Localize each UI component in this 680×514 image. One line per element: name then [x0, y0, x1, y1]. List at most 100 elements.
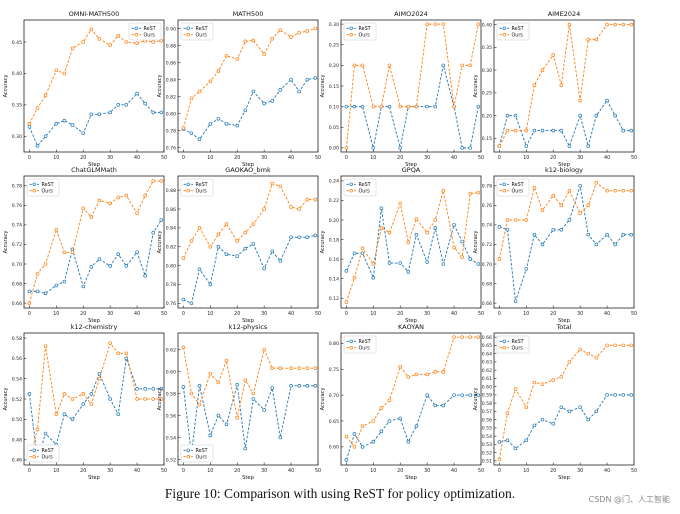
- data-point-rest: [43, 431, 48, 436]
- x-tick-label: 30: [261, 468, 267, 474]
- data-point-rest: [97, 257, 102, 261]
- axes-frame: [23, 19, 165, 153]
- data-point-ours: [567, 188, 572, 193]
- y-tick-label: 0.56: [12, 356, 22, 362]
- data-point-ours: [235, 57, 240, 61]
- series-line-rest: [345, 208, 479, 280]
- data-point-rest: [406, 270, 411, 274]
- y-tick-label: 0.78: [12, 184, 22, 190]
- x-tick-label: 0: [28, 155, 31, 161]
- x-tick-label: 30: [107, 468, 113, 474]
- y-tick-label: 0.54: [166, 435, 176, 441]
- data-point-ours: [251, 38, 256, 43]
- x-tick-label: 40: [451, 155, 457, 161]
- data-point-ours: [189, 239, 194, 243]
- x-axis-label: Step: [88, 475, 101, 481]
- data-point-ours: [497, 457, 502, 462]
- y-tick-label: 0.00: [329, 146, 339, 152]
- data-point-ours: [352, 275, 357, 280]
- legend-label-ours: Ours: [359, 345, 371, 351]
- x-tick-label: 50: [631, 311, 637, 317]
- data-point-rest: [476, 262, 481, 266]
- subplot-title: MATH500: [233, 10, 264, 18]
- data-point-ours: [197, 226, 202, 230]
- y-tick-label: 0.58: [12, 336, 22, 342]
- data-point-ours: [35, 271, 40, 276]
- legend-marker-ours: [502, 188, 506, 193]
- data-point-ours: [81, 40, 86, 44]
- y-tick-label: 0.48: [12, 437, 22, 443]
- data-point-ours: [629, 188, 634, 193]
- legend-label-ours: Ours: [196, 32, 208, 38]
- data-point-rest: [224, 122, 229, 126]
- legend-marker-ours: [134, 33, 138, 37]
- data-point-rest: [360, 445, 365, 449]
- data-point-rest: [398, 416, 403, 421]
- x-tick-label: 20: [80, 311, 86, 317]
- data-point-ours: [81, 206, 86, 211]
- x-tick-label: 20: [80, 468, 86, 474]
- data-point-rest: [578, 405, 582, 410]
- data-point-rest: [613, 242, 617, 247]
- data-point-rest: [532, 423, 537, 428]
- data-point-rest: [425, 260, 429, 264]
- data-point-rest: [586, 232, 591, 237]
- y-tick-label: 0.46: [12, 458, 22, 464]
- y-tick-label: 0.52: [482, 450, 492, 456]
- series-line-ours: [346, 336, 479, 448]
- data-point-ours: [124, 351, 129, 356]
- y-tick-label: 0.25: [482, 91, 492, 97]
- data-point-rest: [559, 405, 564, 410]
- data-point-ours: [224, 222, 229, 226]
- data-point-ours: [297, 207, 301, 211]
- data-point-ours: [89, 27, 94, 32]
- y-tick-label: 0.74: [482, 223, 492, 229]
- data-point-ours: [559, 203, 564, 208]
- y-tick-label: 0.72: [12, 242, 22, 248]
- data-point-ours: [433, 22, 438, 26]
- x-tick-label: 20: [234, 311, 240, 317]
- x-tick-label: 50: [315, 155, 321, 161]
- data-point-ours: [197, 402, 202, 407]
- legend-marker-ours: [32, 455, 36, 459]
- x-tick-label: 50: [631, 155, 637, 161]
- y-tick-label: 0.70: [329, 393, 339, 399]
- legend-marker-rest: [32, 182, 36, 186]
- data-point-rest: [344, 458, 349, 462]
- x-tick-label: 0: [182, 155, 185, 161]
- data-point-rest: [159, 387, 164, 391]
- data-point-ours: [360, 63, 365, 68]
- data-point-rest: [224, 422, 229, 427]
- subplot-title: AIMO2024: [394, 10, 428, 18]
- data-point-rest: [476, 104, 481, 109]
- data-point-ours: [468, 191, 473, 196]
- y-tick-label: 0.35: [12, 103, 22, 109]
- y-tick-label: 0.51: [482, 459, 492, 465]
- x-tick-label: 30: [107, 155, 113, 161]
- x-tick-label: 30: [424, 155, 430, 161]
- x-tick-label: 0: [498, 155, 501, 161]
- data-point-ours: [505, 411, 510, 415]
- data-point-ours: [43, 93, 48, 98]
- data-point-ours: [621, 22, 626, 27]
- legend-marker-rest: [502, 182, 506, 186]
- data-point-ours: [159, 397, 164, 401]
- data-point-ours: [476, 335, 481, 339]
- legend-marker-rest: [186, 182, 190, 186]
- data-point-ours: [208, 244, 213, 249]
- data-point-ours: [460, 63, 464, 68]
- series-line-rest: [29, 219, 162, 294]
- subplot-k12-chemistry: k12-chemistry 0.46 0.48 0.50 0.52 0.54 0.56 0.5…: [3, 323, 167, 481]
- data-point-ours: [468, 63, 473, 68]
- subplot-title: ChatGLMMath: [71, 166, 117, 174]
- data-point-rest: [497, 440, 502, 444]
- data-point-ours: [452, 335, 456, 339]
- data-point-ours: [278, 28, 283, 33]
- figure-grid: OMNI-MATH500 0.30 0.35 0.40 0.45 0 10 20 30 40 50 S…: [3, 10, 637, 481]
- x-axis-label: Step: [558, 475, 571, 481]
- data-point-ours: [414, 372, 419, 377]
- y-axis-label: Accuracy: [320, 75, 326, 98]
- data-point-rest: [578, 183, 582, 188]
- data-point-rest: [27, 392, 32, 396]
